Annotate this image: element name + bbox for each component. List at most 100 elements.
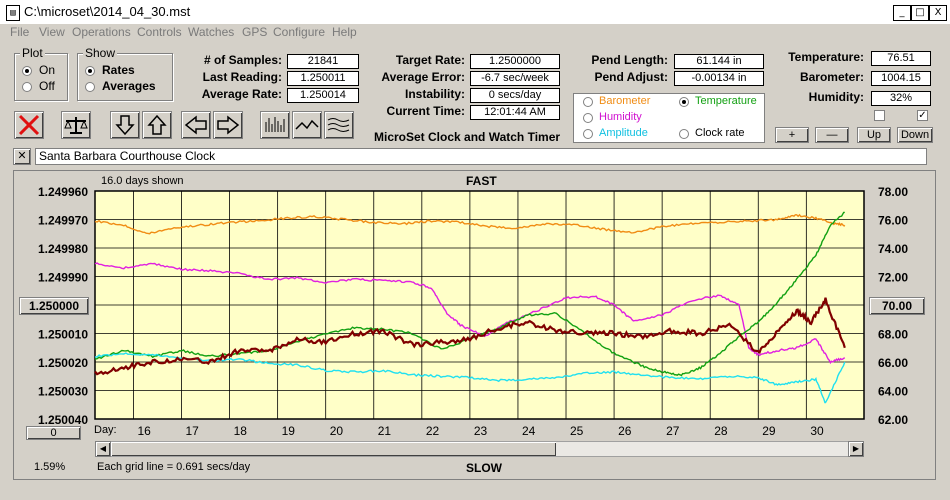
- histogram-icon: [265, 117, 285, 132]
- x-day-tick-label: 30: [810, 424, 824, 438]
- x-day-tick-label: 27: [666, 424, 680, 438]
- y-left-tick-label: 1.250020: [38, 356, 88, 370]
- left-checkbox[interactable]: [874, 110, 885, 121]
- x-day-tick-label: 21: [378, 424, 392, 438]
- scroll-left-button[interactable]: ◀: [95, 441, 111, 457]
- smooth-plot-button[interactable]: [324, 111, 354, 139]
- plot-on-radio[interactable]: [22, 66, 32, 76]
- grid-note: Each grid line = 0.691 secs/day: [97, 461, 251, 473]
- samples-field: 21841: [287, 54, 359, 69]
- right-checkbox[interactable]: ✓: [917, 110, 928, 121]
- left-offset-value[interactable]: 0: [26, 426, 81, 440]
- show-group: [77, 53, 173, 101]
- instability-field: 0 secs/day: [470, 88, 560, 103]
- clock-name-field[interactable]: Santa Barbara Courthouse Clock: [35, 148, 927, 165]
- y-left-tick-label: 1.249980: [38, 242, 88, 256]
- target-rate-field[interactable]: 1.2500000: [470, 54, 560, 69]
- x-icon: [18, 114, 40, 136]
- x-day-tick-label: 22: [426, 424, 440, 438]
- day-prefix: Day:: [94, 424, 117, 436]
- clear-clock-button[interactable]: ✕: [13, 148, 31, 165]
- y-left-tick-label: 1.250040: [38, 413, 88, 427]
- menu-watches[interactable]: Watches: [188, 25, 235, 39]
- pend-length-label: Pend Length:: [591, 53, 668, 67]
- x-day-tick-label: 20: [330, 424, 344, 438]
- clock-rate-radio[interactable]: [679, 129, 689, 139]
- scroll-thumb[interactable]: [111, 442, 556, 456]
- x-day-tick-label: 24: [522, 424, 536, 438]
- y-left-tick-label: 1.250030: [38, 385, 88, 399]
- y-right-tick-label: 76.00: [878, 214, 908, 228]
- plus-button[interactable]: +: [775, 127, 809, 143]
- x-day-tick-label: 26: [618, 424, 632, 438]
- y-right-tick-label: 62.00: [878, 413, 908, 427]
- y-right-tick-label: 72.00: [878, 271, 908, 285]
- temperature-radio[interactable]: [679, 97, 689, 107]
- minimize-button[interactable]: _: [893, 5, 911, 21]
- menu-configure[interactable]: Configure: [273, 25, 326, 39]
- temperature-field: 76.51: [871, 51, 931, 66]
- plot-group-label: Plot: [20, 46, 45, 60]
- minus-button[interactable]: —: [815, 127, 849, 143]
- barometer-label: Barometer:: [799, 70, 864, 84]
- histogram-button[interactable]: [260, 111, 290, 139]
- up-arrow-button[interactable]: [142, 111, 172, 139]
- show-rates-label: Rates: [102, 63, 135, 77]
- series-selector: [573, 93, 765, 143]
- barometer-radio[interactable]: [583, 97, 593, 107]
- x-day-tick-label: 28: [714, 424, 728, 438]
- show-averages-label: Averages: [102, 79, 156, 93]
- stop-button[interactable]: [14, 111, 44, 139]
- menu-help[interactable]: Help: [332, 25, 357, 39]
- humidity-radio[interactable]: [583, 113, 593, 123]
- show-rates-radio[interactable]: [85, 66, 95, 76]
- pend-length-field[interactable]: 61.144 in: [674, 54, 764, 69]
- left-center-value[interactable]: 1.250000: [19, 297, 89, 315]
- scroll-right-button[interactable]: ▶: [848, 441, 864, 457]
- maximize-button[interactable]: □: [911, 5, 929, 21]
- window-title: C:\microset\2014_04_30.mst: [24, 4, 191, 19]
- menu-controls[interactable]: Controls: [137, 25, 182, 39]
- target-rate-label: Target Rate:: [395, 53, 465, 67]
- pend-adjust-label: Pend Adjust:: [594, 70, 668, 84]
- humidity-field: 32%: [871, 91, 931, 106]
- right-center-value[interactable]: 70.00: [869, 297, 925, 315]
- y-right-tick-label: 64.00: [878, 385, 908, 399]
- average-error-label: Average Error:: [381, 70, 465, 84]
- average-rate-field: 1.250014: [287, 88, 359, 103]
- plot-off-radio[interactable]: [22, 82, 32, 92]
- y-right-tick-label: 68.00: [878, 328, 908, 342]
- series-line-amplitude: [94, 352, 846, 404]
- humidity-label: Humidity:: [808, 90, 864, 104]
- scale-button[interactable]: [61, 111, 91, 139]
- clock-rate-option-label: Clock rate: [695, 127, 745, 139]
- menu-gps[interactable]: GPS: [242, 25, 268, 39]
- y-right-tick-label: 78.00: [878, 185, 908, 199]
- y-left-tick-label: 1.249970: [38, 214, 88, 228]
- days-shown-label: 16.0 days shown: [101, 175, 184, 187]
- arrow-right-icon: [217, 115, 240, 135]
- current-time-field: 12:01:44 AM: [470, 105, 560, 120]
- menu-view[interactable]: View: [39, 25, 65, 39]
- x-day-tick-label: 18: [234, 424, 248, 438]
- down-button[interactable]: Down: [897, 127, 933, 143]
- up-button[interactable]: Up: [857, 127, 891, 143]
- right-arrow-button[interactable]: [213, 111, 243, 139]
- x-day-tick-label: 25: [570, 424, 584, 438]
- samples-label: # of Samples:: [203, 53, 282, 67]
- last-reading-field: 1.250011: [287, 71, 359, 86]
- down-arrow-button[interactable]: [110, 111, 140, 139]
- amplitude-radio[interactable]: [583, 129, 593, 139]
- arrow-up-icon: [147, 114, 167, 135]
- show-averages-radio[interactable]: [85, 82, 95, 92]
- chart-panel: [13, 170, 936, 480]
- menu-file[interactable]: File: [10, 25, 30, 39]
- close-button[interactable]: X: [929, 5, 947, 21]
- left-arrow-button[interactable]: [181, 111, 211, 139]
- pend-adjust-field: -0.00134 in: [674, 71, 764, 86]
- y-right-tick-label: 66.00: [878, 356, 908, 370]
- menu-operations[interactable]: Operations: [72, 25, 131, 39]
- slow-label: SLOW: [466, 461, 502, 475]
- plot-off-label: Off: [39, 79, 55, 93]
- line-plot-button[interactable]: [292, 111, 322, 139]
